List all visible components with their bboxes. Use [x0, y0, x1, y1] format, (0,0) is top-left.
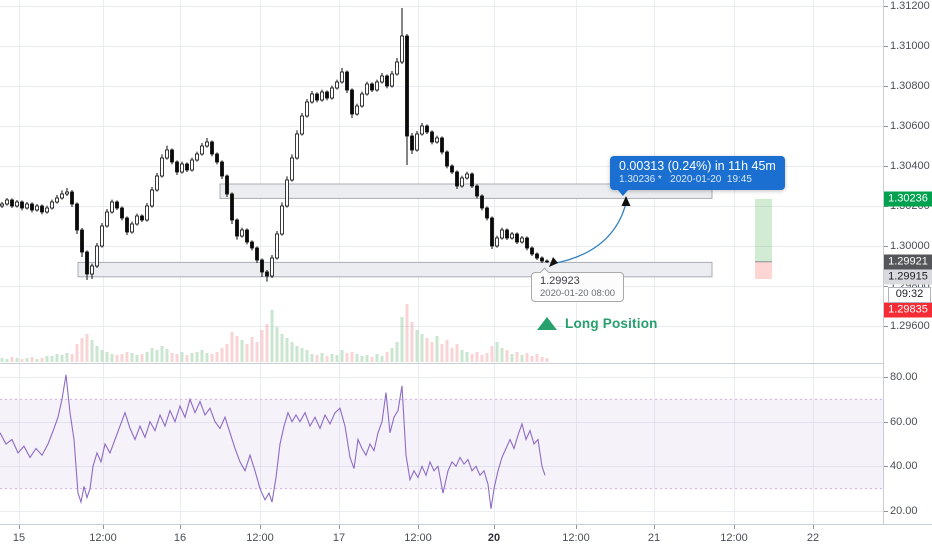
tick-mark: [884, 466, 888, 467]
rsi-tick-label: 40.00: [890, 460, 918, 472]
projection-tooltip: 0.00313 (0.24%) in 11h 45m 1.30236 * 202…: [610, 156, 785, 196]
candles: [0, 8, 549, 282]
time-tick-label: 12:00: [562, 532, 590, 544]
time-tick-label: 12:00: [720, 532, 748, 544]
rsi-tick-label: 60.00: [890, 416, 918, 428]
tick-mark: [884, 126, 888, 127]
projection-tooltip-detail: 1.30236 * 2020-01-20 19:45: [619, 174, 776, 186]
stop-price-badge: 1.29835: [884, 302, 932, 318]
resistance-zone[interactable]: [219, 183, 713, 199]
time-tick-label: 21: [647, 532, 661, 544]
tooltip-tail-icon: [617, 189, 629, 196]
arrowhead-start-icon: [549, 257, 558, 267]
tick-mark: [339, 525, 340, 529]
time-axis[interactable]: 15 12:00 16 12:00 17 12:00 20 12:00 21 12:00 22: [0, 525, 932, 550]
entry-price-badge: 1.29921: [884, 254, 932, 270]
gridlines: [0, 0, 883, 524]
projection-price: 1.30236 *: [619, 174, 662, 185]
tick-mark: [180, 525, 181, 529]
tick-mark: [884, 286, 888, 287]
projection-arrow[interactable]: [549, 196, 631, 267]
price-tick-label: 1.31000: [890, 40, 930, 52]
tick-mark: [884, 377, 888, 378]
tick-mark: [734, 525, 735, 529]
price-point-value: 1.29923: [540, 275, 580, 287]
tick-mark: [884, 6, 888, 7]
projection-tooltip-title: 0.00313 (0.24%) in 11h 45m: [619, 159, 776, 173]
tick-mark: [19, 525, 20, 529]
long-position-marker[interactable]: Long Position: [537, 316, 658, 331]
tick-mark: [494, 525, 495, 529]
rsi-tick-label: 20.00: [890, 505, 918, 517]
price-point-datetime: 2020-01-20 08:00: [540, 288, 616, 299]
tick-mark: [260, 525, 261, 529]
rsi-line: [0, 374, 546, 509]
tick-mark: [576, 525, 577, 529]
price-point-tooltip[interactable]: 1.29923 2020-01-20 08:00: [531, 267, 625, 302]
time-tick-label: 12:00: [246, 532, 274, 544]
time-tick-label: 20: [487, 532, 501, 544]
bar-countdown[interactable]: 09:32: [888, 287, 931, 303]
rsi-tick-label: 80.00: [890, 371, 918, 383]
price-tick-label: 1.30000: [890, 240, 930, 252]
tick-mark: [884, 46, 888, 47]
long-position-triangle-icon: [537, 317, 557, 330]
tick-mark: [884, 326, 888, 327]
tick-mark: [103, 525, 104, 529]
tick-mark: [418, 525, 419, 529]
projection-date: 2020-01-20: [670, 174, 722, 185]
time-tick-label: 16: [173, 532, 187, 544]
time-tick-label: 17: [332, 532, 346, 544]
price-tick-label: 1.30600: [890, 120, 930, 132]
long-position-label: Long Position: [565, 316, 658, 331]
arrowhead-up-icon: [621, 196, 631, 206]
tick-mark: [884, 246, 888, 247]
time-tick-label: 15: [12, 532, 26, 544]
time-tick-label: 22: [806, 532, 820, 544]
tick-mark: [654, 525, 655, 529]
tick-mark: [884, 86, 888, 87]
price-tick-label: 1.30800: [890, 80, 930, 92]
time-tick-label: 12:00: [404, 532, 432, 544]
position-tool[interactable]: [755, 198, 772, 279]
price-axis[interactable]: 1.31200 1.31000 1.30800 1.30600 1.30400 1.302…: [884, 0, 932, 524]
tick-mark: [884, 422, 888, 423]
price-tick-label: 1.31200: [890, 0, 930, 12]
price-tick-label: 1.30400: [890, 160, 930, 172]
projection-time: 19:45: [726, 174, 752, 185]
target-price-badge: 1.30236: [884, 191, 932, 207]
price-tick-label: 1.29600: [890, 320, 930, 332]
tick-mark: [813, 525, 814, 529]
time-tick-label: 12:00: [89, 532, 117, 544]
tick-mark: [884, 511, 888, 512]
last-price-badge: 1.29915: [884, 269, 932, 285]
volume-histogram: [0, 304, 549, 362]
tick-mark: [884, 206, 888, 207]
tick-mark: [884, 166, 888, 167]
rsi-pane: [0, 374, 883, 509]
